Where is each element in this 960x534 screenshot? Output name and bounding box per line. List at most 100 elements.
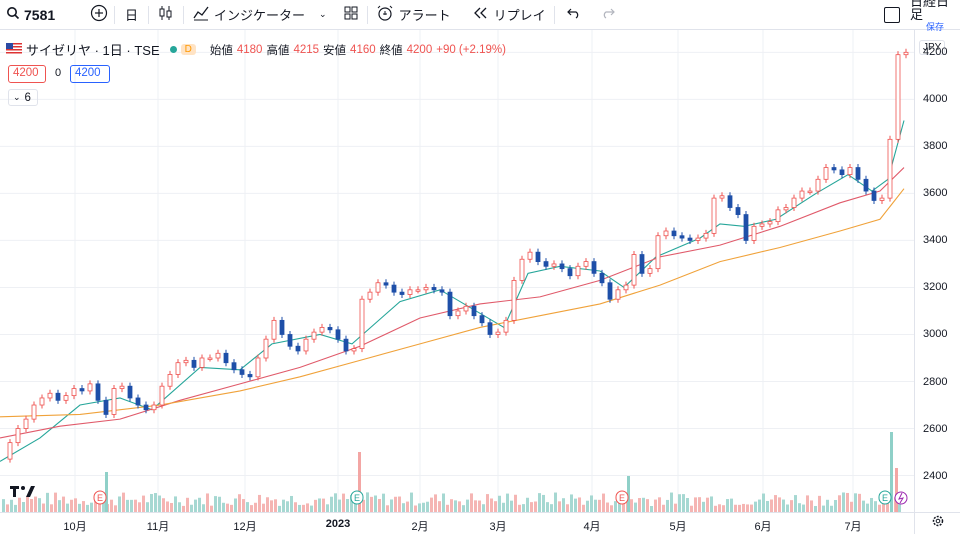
moving-average-ma_short [0, 120, 905, 462]
candle-body [359, 298, 365, 349]
candle-body [679, 235, 685, 239]
indicators-button[interactable]: インジケーター ⌄ [184, 0, 335, 30]
volume-bar [150, 493, 153, 512]
volume-bar [346, 499, 349, 512]
candle-body [543, 261, 549, 267]
volume-bar [838, 495, 841, 512]
volume-bar [638, 498, 641, 512]
volume-bar [878, 504, 881, 512]
candle-body [839, 169, 845, 176]
volume-bar [606, 502, 609, 512]
volume-bar [122, 492, 125, 512]
bid-box[interactable]: 4200 [8, 65, 46, 83]
candle-body [343, 338, 349, 352]
volume-bar [10, 499, 13, 512]
compare-checkbox[interactable] [874, 0, 910, 30]
volume-bar [338, 499, 341, 512]
volume-bar [398, 496, 401, 512]
volume-bar [58, 500, 61, 512]
volume-bar [90, 502, 93, 512]
volume-bar [382, 493, 385, 512]
candle-body [63, 395, 69, 401]
volume-bar [586, 500, 589, 512]
volume-bar [290, 495, 293, 512]
undo-button[interactable] [555, 0, 593, 30]
candle-body [863, 178, 869, 192]
candle-body [663, 230, 669, 237]
volume-bar [518, 504, 521, 512]
candle-body [487, 322, 493, 335]
undo-icon [566, 7, 581, 22]
volume-bar [850, 501, 853, 512]
add-symbol-button[interactable] [86, 0, 114, 30]
candle-body [815, 178, 821, 192]
volume-bar [426, 501, 429, 512]
candle-body [551, 263, 557, 267]
volume-bar [698, 497, 701, 512]
volume-bar [826, 499, 829, 512]
volume-bar [446, 504, 449, 512]
price-tick-label: 2400 [923, 469, 948, 482]
gear-icon [931, 514, 945, 533]
volume-bar [370, 496, 373, 512]
symbol-search[interactable]: 7581 [0, 0, 86, 30]
volume-bar [434, 494, 437, 512]
candle-body [119, 385, 125, 389]
volume-bar [354, 498, 357, 512]
save-button[interactable]: 保存 [925, 22, 944, 32]
candle-body [631, 254, 637, 286]
indicators-toggle[interactable]: ⌄ 6 [8, 89, 38, 106]
candle-body [799, 190, 805, 199]
price-tick-label: 3200 [923, 281, 948, 294]
volume-bar [330, 496, 333, 512]
tradingview-logo[interactable] [10, 484, 38, 503]
checkbox-icon [884, 6, 900, 23]
price-tick-label: 2600 [923, 422, 948, 435]
volume-bar [574, 498, 577, 512]
candle-body [567, 268, 573, 277]
volume-bar [418, 503, 421, 512]
redo-button[interactable] [593, 0, 623, 30]
candle-body [735, 207, 741, 215]
replay-button[interactable]: リプレイ [459, 0, 554, 30]
currency-label[interactable]: JPY [919, 40, 946, 55]
top-toolbar: 7581 日 インジケーター ⌄ アラート リプレイ [0, 0, 960, 32]
volume-bar [230, 504, 233, 512]
settings-button[interactable] [914, 512, 960, 534]
delay-badge: D [180, 44, 196, 55]
volume-bar [326, 504, 329, 512]
volume-bar [238, 494, 241, 512]
volume-bar [818, 495, 821, 512]
earnings-marker-label: E [882, 493, 888, 503]
volume-bar [146, 502, 149, 512]
volume-bar [706, 497, 709, 512]
volume-bar [730, 498, 733, 512]
volume-bar [614, 501, 617, 512]
candle-body [295, 345, 301, 352]
chart-type-button[interactable] [149, 0, 183, 30]
volume-bar [682, 494, 685, 512]
time-tick-label: 3月 [489, 521, 507, 533]
price-axis[interactable]: JPY 2400 2600 2800 3000 3200 3400 3600 3800 4000… [914, 30, 960, 512]
index-label[interactable]: 日経日足 [910, 0, 950, 22]
volume-bar [814, 505, 817, 512]
candle-body [847, 167, 853, 175]
alert-button[interactable]: アラート [368, 0, 459, 30]
candle-body [431, 287, 437, 291]
candle-body [79, 388, 85, 392]
volume-bar [210, 505, 213, 512]
layouts-button[interactable] [335, 0, 367, 30]
volume-bar [430, 497, 433, 512]
volume-bar [690, 505, 693, 512]
volume-bar [466, 499, 469, 512]
volume-bar [846, 492, 849, 512]
volume-bar [294, 502, 297, 512]
interval-button[interactable]: 日 [115, 0, 148, 30]
time-axis[interactable]: 10月 11月 12月 2023 2月 3月 4月 5月 6月 7月 [0, 512, 914, 534]
ask-box[interactable]: 4200 [70, 65, 110, 83]
candle-body [71, 388, 77, 397]
volume-bar [158, 495, 161, 512]
candle-body [559, 263, 565, 270]
symbol-title[interactable]: サイゼリヤ · 1日 · TSE [26, 43, 160, 58]
